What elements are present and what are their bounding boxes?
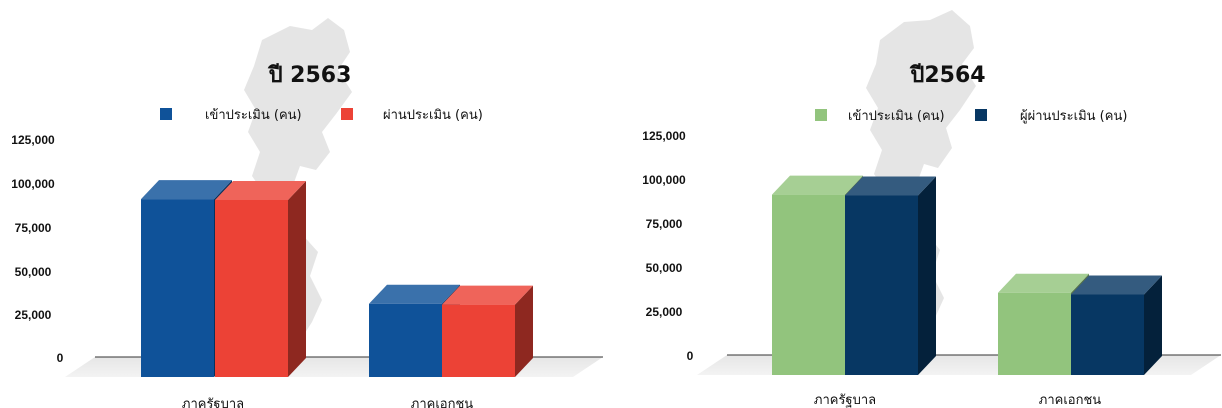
bars — [141, 180, 533, 377]
x-category-label: ภาครัฐบาล — [814, 393, 876, 408]
bar-top — [845, 176, 936, 196]
bar-side — [1144, 275, 1162, 375]
y-tick-label: 50,000 — [646, 261, 683, 275]
bar-2 — [215, 180, 306, 377]
x-category-label: ภาคเอกชน — [411, 397, 474, 408]
legend-swatch-series-2 — [975, 109, 987, 121]
y-tick-label: 0 — [687, 349, 694, 363]
y-tick-label: 50,000 — [15, 265, 52, 279]
bar-front — [215, 199, 288, 377]
y-tick-label: 125,000 — [11, 133, 55, 147]
y-tick-label: 100,000 — [11, 177, 55, 191]
bar-front — [1071, 294, 1144, 375]
bar-front — [998, 292, 1071, 375]
legend-label-series-2: ผู้ผ่านประเมิน (คน) — [1020, 109, 1127, 124]
y-tick-label: 25,000 — [646, 305, 683, 319]
y-tick-label: 100,000 — [642, 173, 686, 187]
y-axis-ticks: 125,000 100,000 75,000 50,000 25,000 0 — [642, 129, 693, 363]
legend: เข้าประเมิน (คน) ผ่านประเมิน (คน) — [160, 108, 483, 123]
y-tick-label: 25,000 — [15, 308, 52, 322]
y-tick-label: 75,000 — [15, 221, 52, 235]
bar-2 — [442, 285, 533, 377]
chart-2564: ปี2564 เข้าประเมิน (คน) ผู้ผ่านประเมิน (… — [642, 63, 1221, 408]
bar-2 — [845, 176, 936, 375]
legend-label-series-2: ผ่านประเมิน (คน) — [383, 108, 483, 123]
bar-front — [845, 195, 918, 375]
bar-top — [442, 285, 533, 305]
chart-title: ปี 2563 — [267, 63, 351, 88]
bar-side — [288, 180, 306, 377]
bar-side — [515, 285, 533, 377]
y-tick-label: 75,000 — [646, 217, 683, 231]
chart-2563: ปี 2563 เข้าประเมิน (คน) ผ่านประเมิน (คน… — [11, 63, 603, 408]
bar-front — [369, 303, 442, 377]
x-category-label: ภาคเอกชน — [1039, 393, 1102, 408]
bar-front — [772, 194, 845, 375]
bar-top — [1071, 275, 1162, 295]
legend-label-series-1: เข้าประเมิน (คน) — [848, 109, 945, 124]
bar-top — [215, 180, 306, 200]
y-axis-ticks: 125,000 100,000 75,000 50,000 25,000 0 — [11, 133, 63, 365]
bar-front — [442, 304, 515, 377]
chart-title: ปี2564 — [909, 63, 985, 88]
bar-side — [918, 176, 936, 375]
bar-2 — [1071, 275, 1162, 375]
bar-top — [772, 175, 863, 195]
y-tick-label: 125,000 — [642, 129, 686, 143]
legend: เข้าประเมิน (คน) ผู้ผ่านประเมิน (คน) — [815, 109, 1127, 124]
map-silhouette-left — [244, 18, 352, 344]
legend-swatch-series-2 — [341, 108, 353, 120]
bar-top — [369, 284, 460, 304]
legend-label-series-1: เข้าประเมิน (คน) — [205, 108, 302, 123]
legend-swatch-series-1 — [160, 108, 172, 120]
x-category-label: ภาครัฐบาล — [182, 397, 244, 408]
bar-front — [141, 199, 214, 377]
map-silhouette-right — [866, 10, 976, 342]
bars — [772, 175, 1162, 375]
y-tick-label: 0 — [57, 351, 64, 365]
bar-top — [141, 180, 232, 200]
bar-top — [998, 273, 1089, 293]
legend-swatch-series-1 — [815, 109, 827, 121]
